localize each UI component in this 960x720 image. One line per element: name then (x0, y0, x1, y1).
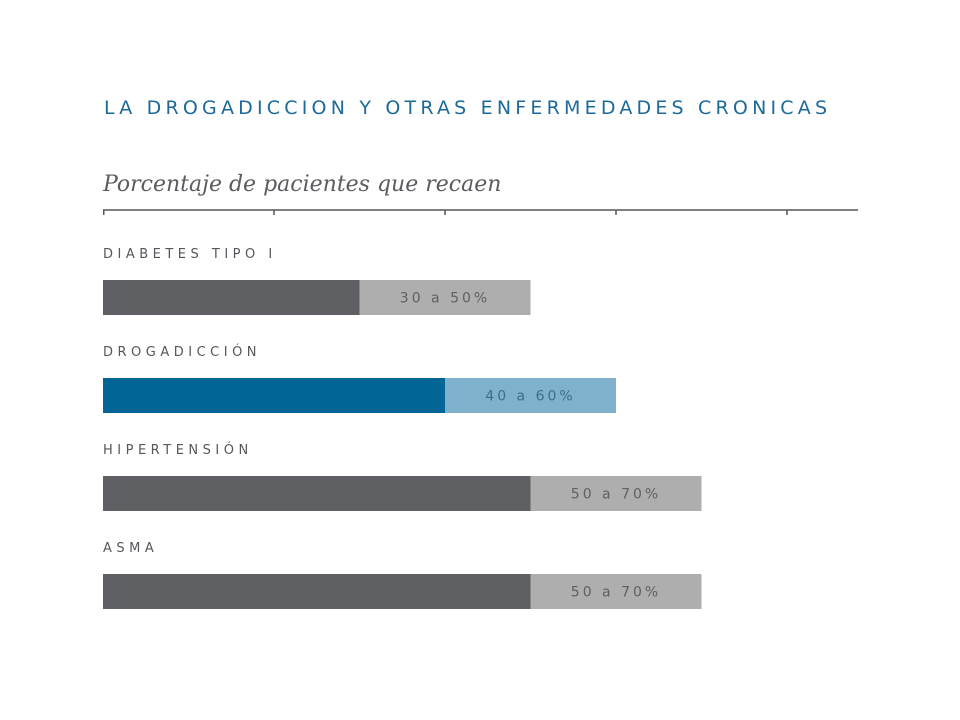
bar-row: DIABETES TIPO I 30 a 50% (103, 247, 531, 315)
bar-base-segment (103, 574, 531, 609)
range-data-label: 50 a 70% (571, 487, 661, 503)
bar-row: DROGADICCIÓN 40 a 60% (103, 344, 616, 413)
category-label: ASMA (103, 541, 158, 556)
bar-range-segment (530, 574, 702, 609)
bars: DIABETES TIPO I 30 a 50% DROGADICCIÓN 40 a … (103, 247, 702, 609)
bar-base-segment (103, 280, 360, 315)
bar-range-segment (445, 378, 616, 413)
bar-base-segment (103, 476, 531, 511)
category-label: DROGADICCIÓN (103, 344, 261, 360)
range-data-label: 30 a 50% (400, 291, 490, 307)
range-data-label: 50 a 70% (571, 585, 661, 601)
category-label: HIPERTENSIÓN (103, 442, 253, 458)
bar-range-segment (359, 280, 531, 315)
range-data-label: 40 a 60% (485, 389, 575, 405)
bar-base-segment (103, 378, 445, 413)
chart-title: LA DROGADICCION Y OTRAS ENFERMEDADES CRO… (104, 97, 832, 119)
category-label: DIABETES TIPO I (103, 247, 277, 262)
bar-row: HIPERTENSIÓN 50 a 70% (103, 442, 702, 511)
bar-range-segment (530, 476, 702, 511)
chart-subtitle: Porcentaje de pacientes que recaen (103, 172, 502, 197)
bar-row: ASMA 50 a 70% (103, 541, 702, 609)
axis (103, 209, 858, 215)
